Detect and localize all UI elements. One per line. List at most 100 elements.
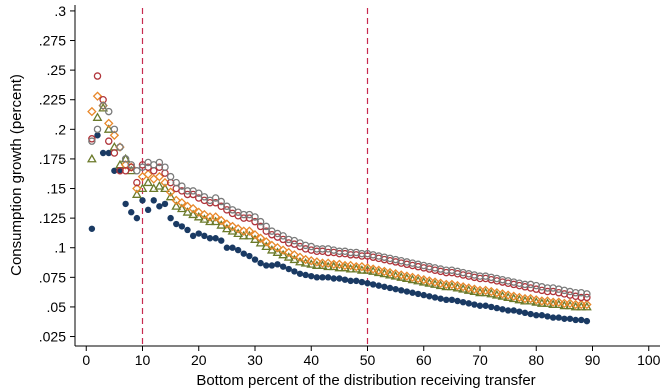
data-point — [88, 137, 96, 145]
data-point — [465, 300, 472, 307]
y-tick-label: .15 — [47, 181, 67, 197]
x-axis-title: Bottom percent of the distribution recei… — [196, 372, 535, 388]
data-point — [278, 249, 289, 259]
data-point — [161, 163, 169, 171]
data-point — [279, 263, 287, 270]
data-point — [229, 244, 236, 251]
data-point — [127, 161, 135, 169]
data-point — [172, 178, 180, 187]
data-point — [178, 182, 186, 190]
data-point — [306, 259, 317, 268]
data-point — [516, 308, 523, 315]
data-point — [88, 225, 96, 232]
data-point — [396, 270, 406, 280]
data-point — [154, 171, 165, 182]
data-point — [111, 167, 118, 174]
data-point — [110, 149, 119, 157]
y-tick-label: .1 — [54, 240, 66, 256]
data-point — [272, 243, 283, 253]
data-point — [199, 214, 210, 223]
data-point — [143, 169, 153, 180]
data-point — [171, 195, 181, 206]
data-point — [582, 299, 592, 310]
data-point — [284, 247, 294, 258]
x-tick-label: 90 — [585, 352, 601, 368]
data-point — [93, 72, 102, 80]
data-point — [233, 224, 243, 234]
data-point — [144, 206, 152, 214]
data-point — [267, 240, 277, 251]
x-tick-label: 80 — [528, 352, 544, 368]
data-point — [194, 189, 203, 198]
data-point — [452, 280, 463, 291]
data-point — [223, 202, 231, 211]
data-point — [345, 260, 356, 271]
y-tick-label: .2 — [54, 121, 66, 137]
data-point — [356, 265, 367, 274]
data-point — [104, 118, 114, 129]
data-point — [212, 235, 219, 242]
data-point — [364, 280, 371, 287]
data-point — [323, 261, 334, 271]
data-point — [295, 252, 305, 262]
data-point — [431, 294, 439, 301]
data-point — [565, 298, 575, 309]
data-point — [131, 189, 142, 198]
data-point — [386, 284, 394, 292]
data-point — [289, 254, 300, 264]
data-point — [132, 183, 142, 194]
data-point — [561, 315, 568, 322]
data-point — [99, 101, 107, 110]
data-point — [193, 211, 204, 221]
data-point — [105, 107, 113, 116]
data-point — [177, 198, 187, 208]
data-point — [246, 252, 253, 260]
data-point — [312, 257, 322, 267]
data-point — [531, 295, 541, 305]
data-point — [116, 167, 124, 174]
data-point — [403, 288, 411, 295]
data-point — [533, 312, 540, 319]
data-point — [544, 313, 551, 320]
data-point — [385, 267, 395, 278]
data-point — [521, 309, 529, 317]
data-point — [268, 262, 276, 269]
data-point — [291, 268, 298, 275]
x-tick-label: 10 — [135, 352, 151, 368]
data-point — [92, 91, 103, 101]
data-point — [251, 213, 259, 221]
data-point — [250, 229, 260, 240]
data-point — [347, 277, 354, 285]
x-tick-label: 100 — [637, 352, 661, 368]
data-point — [566, 315, 574, 322]
data-point — [167, 214, 174, 222]
data-point — [302, 271, 309, 279]
data-point — [482, 302, 489, 309]
data-point — [503, 290, 513, 300]
data-point — [493, 304, 501, 312]
data-point — [216, 215, 226, 226]
data-points — [86, 72, 592, 325]
x-tick-label: 0 — [82, 352, 90, 368]
data-point — [448, 296, 456, 304]
data-point — [201, 232, 208, 240]
data-point — [375, 282, 382, 289]
data-point — [139, 197, 146, 204]
data-point — [155, 158, 164, 167]
data-point — [488, 303, 495, 311]
y-tick-label: .025 — [39, 329, 66, 345]
data-point — [217, 197, 225, 206]
data-point — [161, 200, 169, 208]
data-point — [133, 178, 141, 187]
data-point — [296, 270, 304, 277]
data-point — [398, 287, 405, 294]
data-point — [583, 293, 591, 302]
data-point — [103, 124, 114, 133]
data-point — [390, 269, 401, 279]
data-point — [369, 281, 377, 288]
data-point — [336, 275, 343, 282]
data-point — [527, 310, 534, 318]
data-point — [353, 277, 360, 285]
data-point — [368, 264, 378, 274]
